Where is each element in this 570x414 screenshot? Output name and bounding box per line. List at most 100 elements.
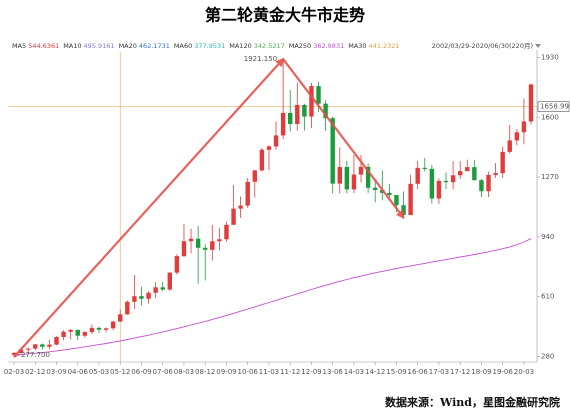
x-tick-label: 06-09 — [131, 368, 151, 376]
candle-body — [507, 140, 512, 152]
candle-body — [61, 331, 66, 337]
candle-body — [103, 328, 109, 330]
range-label: 2002/03/29-2020/06/30(220月) — [432, 42, 533, 50]
candle-body — [273, 135, 279, 147]
x-tick-label: 14-03 — [344, 368, 364, 376]
x-tick-label: 10-06 — [238, 368, 259, 376]
candle-body — [309, 86, 314, 117]
candle-body — [401, 205, 406, 215]
candle-body — [351, 174, 357, 190]
candle-body — [75, 329, 80, 336]
candle-body — [295, 104, 300, 124]
candle-body — [238, 205, 243, 209]
chart-title: 第二轮黄金大牛市走势 — [205, 6, 365, 25]
candle-body — [203, 247, 208, 250]
x-tick-label: 13-06 — [323, 368, 344, 376]
candle-body — [68, 329, 73, 332]
x-tick-label: 17-03 — [429, 368, 449, 376]
candle-body — [408, 183, 413, 215]
legend-name: MA120 — [229, 42, 251, 50]
candle-body — [358, 166, 364, 175]
crosshair-box — [537, 101, 570, 112]
candle-body — [387, 192, 392, 196]
candle-body — [47, 344, 52, 347]
x-tick-label: 02-12 — [25, 368, 45, 376]
candle-body — [472, 167, 477, 181]
candle-body — [33, 344, 38, 349]
x-tick-label: 04-06 — [68, 368, 89, 376]
candle-body — [500, 151, 505, 174]
x-tick-label: 20-03 — [514, 368, 534, 376]
x-tick-label: 16-06 — [408, 368, 429, 376]
x-tick-label: 09-09 — [216, 368, 236, 376]
legend-value: 462.1731 — [139, 42, 170, 50]
candle-body — [18, 349, 24, 353]
candle-body — [89, 327, 95, 333]
candle-body — [245, 181, 250, 206]
x-tick-label: 07-06 — [153, 368, 174, 376]
candle-body — [25, 348, 31, 350]
candle-body — [415, 167, 420, 184]
candle-body — [195, 238, 201, 248]
y-tick-label: 1600 — [541, 113, 559, 121]
candle-body — [337, 166, 342, 184]
candle-body — [174, 256, 180, 273]
candle-body — [40, 344, 45, 347]
legend-value: 362.9831 — [313, 42, 344, 50]
candle-body — [96, 327, 102, 330]
candle-body — [132, 296, 137, 302]
candle-body — [181, 241, 187, 257]
y-tick-label: 1930 — [541, 53, 559, 61]
x-tick-label: 05-12 — [110, 368, 130, 376]
x-tick-label: 05-03 — [89, 368, 109, 376]
legend-value: 495.9161 — [84, 42, 115, 50]
x-tick-label: 02-03 — [4, 368, 24, 376]
candle-body — [514, 132, 520, 141]
candle-body — [266, 146, 272, 150]
candle-body — [231, 208, 236, 225]
candle-body — [288, 112, 293, 124]
x-tick-label: 18-09 — [471, 368, 491, 376]
candle-body — [224, 224, 229, 240]
x-tick-label: 12-09 — [301, 368, 321, 376]
candle-body — [372, 187, 378, 190]
candle-body — [125, 301, 130, 315]
dropdown-icon[interactable] — [535, 44, 541, 48]
y-tick-label: 940 — [541, 233, 554, 241]
x-tick-label: 15-09 — [386, 368, 406, 376]
candle-body — [422, 167, 427, 169]
candle-body — [344, 166, 350, 190]
candle-body — [394, 195, 399, 206]
legend-name: MA250 — [289, 42, 311, 50]
candle-body — [252, 170, 257, 182]
legend-name: MA10 — [63, 42, 81, 50]
y-tick-label: 280 — [541, 353, 554, 361]
candle-body — [493, 173, 498, 175]
source: 数据来源：Wind，星图金融研究院 — [385, 395, 560, 409]
y-tick-label: 610 — [541, 293, 554, 301]
x-tick-label: 11-12 — [280, 368, 300, 376]
legend-value: 544.6361 — [28, 42, 59, 50]
candle-body — [479, 180, 484, 192]
candle-body — [450, 175, 456, 183]
candle-body — [188, 238, 194, 242]
legend-name: MA60 — [174, 42, 192, 50]
candle-body — [210, 241, 215, 250]
candle-body — [302, 104, 307, 117]
legend-value: 342.5217 — [254, 42, 285, 50]
annotation-pointer — [13, 354, 21, 358]
candle-body — [259, 149, 265, 171]
candle-body — [443, 180, 449, 183]
candle-body — [153, 287, 158, 293]
candle-body — [486, 174, 491, 192]
x-tick-label: 19-06 — [492, 368, 513, 376]
candle-body — [365, 166, 371, 188]
legend-value: 377.9531 — [194, 42, 225, 50]
candle-body — [82, 332, 88, 336]
candle-body — [146, 292, 151, 299]
x-tick-label: 08-12 — [195, 368, 215, 376]
candle-body — [429, 168, 435, 199]
candle-body — [521, 121, 527, 133]
candle-body — [457, 171, 463, 176]
